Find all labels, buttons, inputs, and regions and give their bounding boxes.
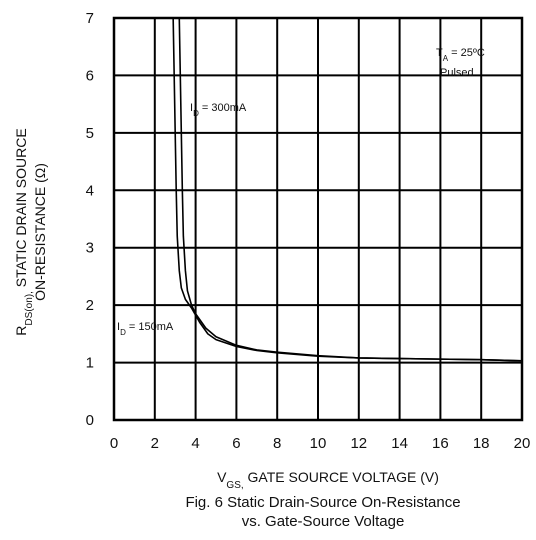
- x-tick-label: 6: [232, 435, 240, 452]
- condition-line2: Pulsed: [440, 67, 474, 79]
- condition-annotation: TA = 25ºC Pulsed: [436, 47, 485, 79]
- series-label-300mA-rest: = 300mA: [199, 102, 247, 114]
- x-tick-label: 8: [273, 435, 281, 452]
- y-axis-label: RDS(on), STATIC DRAIN SOURCE: [13, 128, 35, 335]
- y-tick-label: 7: [86, 10, 94, 27]
- x-tick-label: 20: [514, 435, 531, 452]
- y-tick-label: 1: [86, 355, 94, 372]
- y-tick-label: 4: [86, 182, 94, 199]
- x-tick-label: 16: [432, 435, 449, 452]
- y-tick-label: 5: [86, 125, 94, 142]
- series-label-300mA-prefix: I: [190, 102, 193, 114]
- y-axis-label-sub: DS(on),: [24, 291, 35, 325]
- x-tick-label: 12: [350, 435, 367, 452]
- plot-frame: [112, 16, 524, 422]
- series-label-150mA-rest: = 150mA: [126, 321, 174, 333]
- series-label-150mA: ID = 150mA: [117, 321, 174, 337]
- x-axis-label-main: V: [217, 469, 227, 485]
- y-tick-label: 6: [86, 67, 94, 84]
- x-tick-label: 0: [110, 435, 118, 452]
- y-axis-label-rest: STATIC DRAIN SOURCE: [13, 128, 29, 291]
- x-axis-label-rest: GATE SOURCE VOLTAGE (V): [244, 469, 439, 485]
- y-tick-label: 0: [86, 412, 94, 429]
- x-axis-label: VGS, GATE SOURCE VOLTAGE (V): [217, 469, 439, 491]
- figure-caption-line1: Fig. 6 Static Drain-Source On-Resistance: [185, 494, 460, 511]
- x-tick-label: 2: [151, 435, 159, 452]
- x-tick-label: 18: [473, 435, 490, 452]
- y-tick-label: 2: [86, 297, 94, 314]
- y-axis-label-line2: ON-RESISTANCE (Ω): [32, 163, 48, 301]
- y-axis-label-main: R: [13, 326, 29, 336]
- series-line-150mA: [172, 18, 522, 362]
- series-label-300mA: ID = 300mA: [190, 102, 247, 118]
- x-tick-label: 10: [310, 435, 327, 452]
- condition-sub: A: [443, 54, 449, 63]
- condition-rest: = 25ºC: [448, 47, 485, 59]
- y-tick-label: 3: [86, 240, 94, 257]
- x-axis-label-sub: GS,: [226, 480, 243, 491]
- x-tick-label: 14: [391, 435, 408, 452]
- series-label-300mA-sub: D: [193, 109, 199, 118]
- condition-line1: TA = 25ºC: [436, 47, 485, 63]
- condition-prefix: T: [436, 47, 443, 59]
- series-label-150mA-prefix: I: [117, 321, 120, 333]
- figure-caption-line2: vs. Gate-Source Voltage: [242, 513, 405, 530]
- x-tick-label: 4: [191, 435, 199, 452]
- series-label-150mA-sub: D: [120, 328, 126, 337]
